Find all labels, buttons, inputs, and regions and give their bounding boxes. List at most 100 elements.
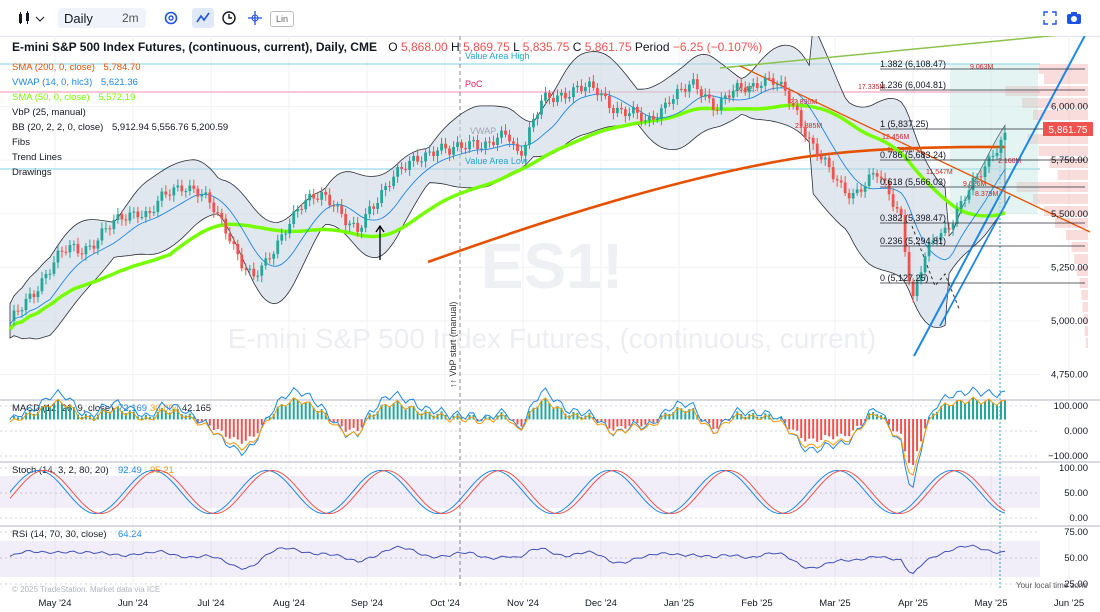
crosshair-button[interactable] [244, 8, 266, 28]
range-label: 2m [122, 11, 139, 25]
candle-body [771, 78, 775, 85]
candle-body [532, 118, 535, 128]
scale-toggle[interactable]: Lin [270, 11, 294, 27]
vbp-volume-label: 21.885M [795, 123, 822, 130]
candle-body [919, 272, 923, 282]
macd-histogram-bar [532, 407, 535, 420]
screenshot-button[interactable] [1064, 8, 1084, 28]
macd-histogram-bar [308, 401, 311, 420]
macd-histogram-bar [376, 411, 379, 420]
candle-body [520, 151, 523, 156]
candle-body [671, 99, 675, 104]
macd-histogram-bar [400, 404, 403, 420]
macd-histogram-bar [652, 419, 655, 423]
macd-histogram-bar [500, 412, 503, 420]
macd-histogram-bar [520, 419, 523, 427]
candle-body [947, 227, 951, 230]
clock-button[interactable] [218, 8, 240, 28]
blue-trend-line-2 [939, 195, 1011, 327]
legend-item[interactable]: VbP (25, manual) [12, 105, 228, 120]
candle-body [715, 109, 719, 111]
settings-button[interactable] [160, 8, 182, 28]
blue-trend-line [913, 36, 1086, 357]
macd-histogram-bar [676, 407, 679, 420]
macd-histogram-bar [488, 416, 491, 420]
legend-item[interactable]: SMA (200, 0, close) 5,784.70 [12, 60, 228, 75]
candle-body [320, 191, 324, 200]
price-chart[interactable]: 9.063M 17.335M 22.890M 21.885M 12.456M 12.790… [0, 36, 1100, 612]
macd-histogram-bar [36, 411, 39, 420]
macd-histogram-bar [868, 413, 871, 420]
l-label: L [513, 40, 520, 54]
macd-histogram-bar [512, 419, 515, 421]
candle-body [64, 251, 68, 253]
macd-histogram-bar [460, 417, 463, 420]
stoch-axis-label: 50.00 [1064, 488, 1088, 499]
candle-body [464, 147, 467, 150]
macd-histogram-bar [208, 419, 211, 426]
macd-histogram-bar [612, 419, 615, 431]
candle-body [364, 214, 368, 228]
legend-label: Fibs [12, 137, 30, 148]
legend-item[interactable]: VWAP (14, 0, hlc3) 5,621.36 [12, 75, 228, 90]
candle-style-button[interactable] [8, 8, 54, 28]
macd-histogram-bar [984, 401, 987, 420]
legend-item[interactable]: SMA (50, 0, close) 5,572.19 [12, 90, 228, 105]
fullscreen-button[interactable] [1040, 8, 1060, 28]
candle-body [612, 108, 615, 114]
macd-histogram-bar [40, 406, 43, 420]
legend-item[interactable]: BB (20, 2, 2, 0, close) 5,912.94 5,556.7… [12, 120, 228, 135]
macd-histogram-bar [908, 419, 911, 464]
candle-body [180, 185, 184, 192]
legend-item[interactable]: Trend Lines [12, 150, 228, 165]
time-axis-label: May '25 [975, 598, 1008, 609]
macd-histogram-bar [284, 405, 287, 420]
candle-body [735, 82, 739, 91]
candle-body [176, 185, 180, 188]
macd-histogram-bar [104, 410, 107, 420]
macd-histogram-bar [664, 412, 667, 420]
macd-histogram-bar [968, 401, 971, 420]
macd-histogram-bar [1004, 400, 1006, 420]
indicators-button[interactable] [192, 8, 214, 28]
legend-item[interactable]: Drawings [12, 165, 228, 180]
vbp-value-area [950, 64, 1038, 214]
macd-histogram-bar [668, 413, 671, 420]
macd-histogram-bar [272, 413, 275, 420]
period-label: Period [634, 40, 670, 54]
vbp-volume-label: 8.379M [975, 191, 999, 198]
candle-body [851, 193, 855, 199]
macd-value: 42.165 [182, 403, 211, 414]
candle-body [124, 219, 128, 221]
candle-body [104, 228, 108, 230]
macd-histogram-bar [836, 419, 839, 437]
vbp-start-label: ↑↑ VbP start (manual) [448, 302, 458, 388]
macd-histogram-bar [224, 419, 227, 437]
macd-histogram-bar [60, 403, 63, 420]
candle-body [608, 96, 611, 109]
macd-histogram-bar [484, 416, 487, 420]
macd-histogram-bar [528, 411, 531, 420]
macd-histogram-bar [128, 410, 131, 420]
interval-select[interactable]: Daily 2m [58, 8, 146, 28]
candle-body [927, 242, 931, 257]
vbp-volume-label: 12.456M [882, 134, 909, 141]
price-axis-label: 4,750.00 [1051, 369, 1088, 380]
macd-histogram-bar [32, 413, 35, 420]
macd-histogram-bar [804, 419, 807, 442]
candle-body [32, 293, 36, 298]
candle-body [160, 191, 164, 201]
candle-body [132, 211, 136, 213]
macd-histogram-bar [132, 411, 135, 420]
candle-body [604, 93, 607, 97]
macd-histogram-bar [380, 404, 383, 420]
candle-body [416, 155, 419, 162]
fib-label: 1.382 (6,108.47) [880, 59, 946, 69]
vbp-bar [1033, 110, 1088, 120]
macd-histogram-bar [428, 411, 431, 420]
macd-histogram-bar [244, 419, 247, 441]
legend-item[interactable]: Fibs [12, 135, 228, 150]
interval-label: Daily [64, 10, 93, 26]
macd-histogram-bar [828, 419, 831, 437]
macd-histogram-bar [628, 419, 631, 426]
